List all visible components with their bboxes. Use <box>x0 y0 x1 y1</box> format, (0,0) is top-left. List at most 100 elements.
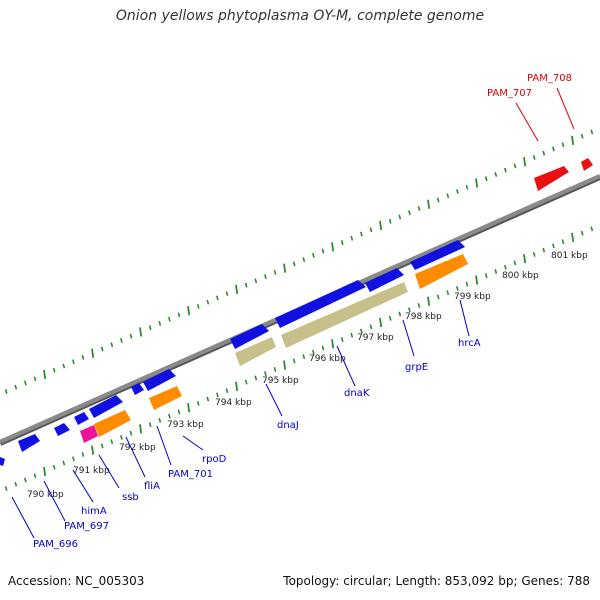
tick-mark <box>264 371 267 377</box>
tick-mark <box>369 324 373 330</box>
tick-mark <box>504 167 507 173</box>
tick-mark <box>292 261 296 267</box>
gene-label[interactable]: grpE <box>405 362 428 373</box>
gene-arrow[interactable] <box>365 268 404 292</box>
tick-mark <box>129 430 133 436</box>
tick-mark <box>398 311 402 317</box>
gene-arrow[interactable] <box>415 254 468 289</box>
tick-mark <box>206 299 210 305</box>
tick-mark <box>91 348 95 358</box>
tick-mark <box>494 269 498 274</box>
tick-mark <box>379 317 383 328</box>
tick-mark <box>43 369 47 380</box>
gene-label[interactable]: PAM_697 <box>64 521 109 532</box>
tick-mark <box>24 477 27 483</box>
gene-arrow[interactable] <box>18 434 40 452</box>
tick-mark <box>417 206 421 211</box>
tick-mark <box>417 303 421 308</box>
label-leader <box>402 319 415 357</box>
kbp-label: 799 kbp <box>454 292 491 302</box>
tick-mark <box>264 274 267 280</box>
tick-mark <box>331 339 335 349</box>
tick-mark <box>235 284 239 294</box>
tick-mark <box>571 135 575 146</box>
tick-mark <box>4 486 8 491</box>
gene-label[interactable]: dnaK <box>344 388 370 399</box>
tick-mark <box>590 226 594 232</box>
gene-arrow[interactable] <box>131 383 144 395</box>
tick-mark <box>331 242 335 252</box>
tick-mark <box>475 275 479 285</box>
gene-label[interactable]: PAM_701 <box>168 469 213 480</box>
tick-mark <box>139 424 143 434</box>
tick-mark <box>561 142 565 148</box>
gene-arrow[interactable] <box>74 412 89 425</box>
tick-mark <box>91 445 95 455</box>
gene-arrow[interactable] <box>230 324 269 349</box>
tick-mark <box>168 316 171 322</box>
kbp-label: 790 kbp <box>27 490 64 500</box>
gene-arrow[interactable] <box>235 337 276 366</box>
kbp-label: 797 kbp <box>357 333 394 343</box>
tick-mark <box>436 197 440 203</box>
tick-mark <box>436 294 440 300</box>
tick-mark <box>62 460 66 466</box>
tick-mark <box>148 325 152 331</box>
gene-arrow[interactable] <box>410 240 465 270</box>
tick-mark <box>196 303 200 309</box>
gene-label[interactable]: PAM_708 <box>527 73 572 84</box>
gene-arrow[interactable] <box>281 282 408 348</box>
gene-arrow[interactable] <box>143 369 176 391</box>
label-leader <box>11 496 35 539</box>
tick-mark <box>283 263 287 273</box>
tick-mark <box>513 260 517 266</box>
tick-mark <box>129 333 133 339</box>
tick-mark <box>580 230 584 236</box>
gene-arrow[interactable] <box>89 395 123 418</box>
tick-mark <box>302 354 306 359</box>
gene-label[interactable]: PAM_696 <box>33 539 78 550</box>
tick-mark <box>446 290 450 296</box>
gene-arrow[interactable] <box>534 166 569 191</box>
gene-arrow[interactable] <box>275 280 366 328</box>
gene-label[interactable]: PAM_707 <box>487 88 532 99</box>
gene-label[interactable]: fliA <box>144 481 160 492</box>
genes-forward <box>0 240 465 466</box>
gene-arrow[interactable] <box>80 425 98 443</box>
tick-mark <box>120 435 123 440</box>
tick-mark <box>139 327 143 337</box>
tick-mark <box>504 264 507 270</box>
gene-arrow[interactable] <box>94 410 131 437</box>
label-leader <box>265 383 283 417</box>
tick-mark <box>14 384 18 390</box>
tick-mark <box>62 363 66 369</box>
gene-label[interactable]: hrcA <box>458 338 481 349</box>
label-leader <box>556 87 575 130</box>
tick-mark <box>244 379 248 385</box>
gene-label[interactable]: dnaJ <box>277 420 299 431</box>
tick-mark <box>350 332 354 338</box>
tick-mark <box>177 409 181 415</box>
gene-label[interactable]: ssb <box>122 492 139 503</box>
tick-mark <box>552 146 555 152</box>
tick-mark <box>81 355 85 360</box>
tick-mark <box>14 481 18 487</box>
tick-mark <box>100 346 104 352</box>
tick-mark <box>216 295 219 301</box>
kbp-label: 800 kbp <box>502 271 539 281</box>
tick-mark <box>388 218 392 224</box>
gene-label[interactable]: himA <box>81 506 107 517</box>
kbp-label: 798 kbp <box>405 312 442 322</box>
gene-arrow[interactable] <box>149 386 182 410</box>
gene-arrow[interactable] <box>581 158 593 171</box>
kbp-label: 796 kbp <box>309 354 346 364</box>
gene-arrow[interactable] <box>0 457 5 466</box>
gene-label[interactable]: rpoD <box>202 454 227 465</box>
tick-mark <box>523 157 527 167</box>
tick-mark <box>120 338 123 343</box>
gene-arrow[interactable] <box>54 423 70 436</box>
tick-mark <box>283 360 287 370</box>
label-leader <box>43 480 66 522</box>
tick-mark <box>72 359 75 365</box>
